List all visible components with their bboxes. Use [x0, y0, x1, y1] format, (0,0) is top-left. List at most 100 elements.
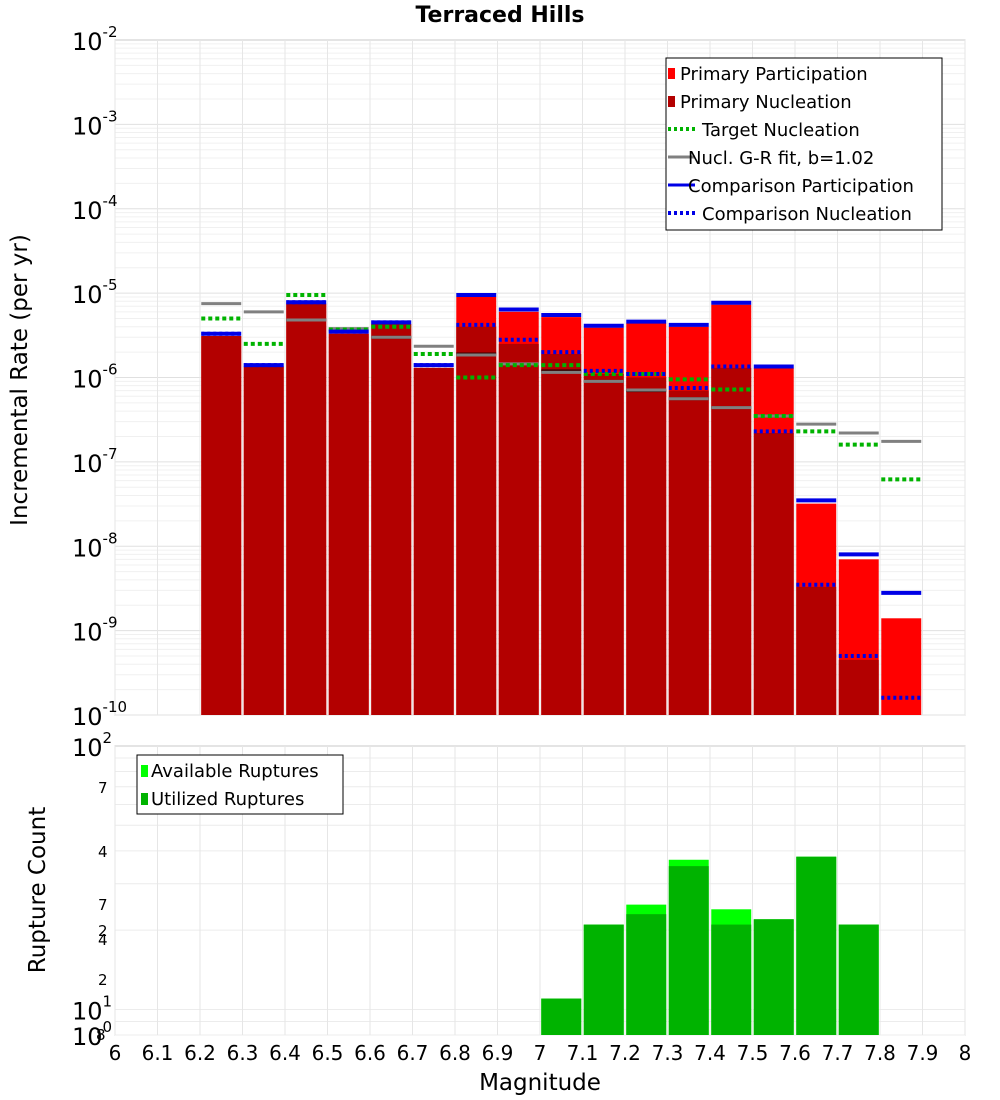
primary-nucleation-bar: [498, 343, 539, 715]
bottom-y-tick-label: 102: [72, 729, 112, 762]
legend-swatch: [141, 793, 148, 805]
bottom-bars: [541, 856, 879, 1035]
x-tick-label: 7.7: [822, 1041, 854, 1065]
x-tick-label: 6.9: [482, 1041, 514, 1065]
tick-exponent: -7: [103, 445, 118, 463]
bottom-y-minor-label: 2: [98, 922, 108, 940]
legend-label: Primary Participation: [680, 64, 868, 85]
bottom-legend: Available Ruptures Utilized Ruptures: [136, 754, 344, 815]
bottom-y-minor-label: 8: [96, 1026, 106, 1044]
x-tick-label: 7.1: [567, 1041, 599, 1065]
tick-base: 10: [72, 28, 103, 56]
tick-base: 10: [72, 997, 103, 1025]
primary-nucleation-bar: [286, 303, 327, 715]
primary-nucleation-bar: [456, 326, 497, 715]
utilized-ruptures-bar: [626, 914, 667, 1035]
tick-exponent: 0: [103, 1018, 113, 1036]
top-y-tick-label: 10-7: [72, 445, 118, 478]
utilized-ruptures-bar: [583, 924, 624, 1035]
bottom-y-minor-label: 2: [98, 971, 108, 989]
tick-base: 10: [72, 450, 103, 478]
x-tick-label: 6: [109, 1041, 122, 1065]
utilized-ruptures-bar: [796, 856, 837, 1035]
bottom-y-minor-label: 7: [98, 896, 108, 914]
primary-nucleation-bar: [371, 324, 412, 715]
top-y-tick-label: 10-4: [72, 192, 118, 225]
top-legend-box: [665, 57, 943, 231]
tick-exponent: -8: [103, 529, 118, 547]
legend-label: Target Nucleation: [701, 120, 860, 141]
chart-title: Terraced Hills: [415, 3, 584, 28]
x-tick-label: 7.9: [907, 1041, 939, 1065]
top-y-tick-label: 10-3: [72, 107, 118, 140]
legend-swatch: [668, 96, 675, 107]
bottom-y-minor-label: 4: [98, 931, 108, 949]
primary-nucleation-bar: [838, 659, 879, 715]
legend-label: Nucl. G-R fit, b=1.02: [688, 148, 874, 169]
primary-nucleation-bar: [201, 336, 242, 715]
legend-label: Comparison Nucleation: [702, 204, 912, 225]
primary-participation-bar: [881, 618, 922, 715]
tick-base: 10: [72, 197, 103, 225]
tick-base: 10: [72, 366, 103, 394]
x-tick-label: 7.8: [864, 1041, 896, 1065]
x-tick-label: 6.7: [397, 1041, 429, 1065]
tick-exponent: -6: [103, 361, 118, 379]
utilized-ruptures-bar: [711, 924, 752, 1035]
primary-nucleation-bar: [328, 333, 369, 715]
x-ticks: 6 6.1 6.2 6.3 6.4 6.5 6.6 6.7 6.8 6.9 7 7.1 7.2 7.3 7.…: [109, 1041, 972, 1065]
x-axis-label: Magnitude: [479, 1070, 601, 1096]
top-y-tick-label: 10-10: [72, 698, 127, 731]
x-tick-label: 7.3: [652, 1041, 684, 1065]
bottom-y-axis-label: Rupture Count: [25, 807, 51, 973]
tick-base: 10: [72, 703, 103, 731]
tick-base: 10: [72, 619, 103, 647]
tick-base: 10: [72, 1023, 103, 1051]
top-y-tick-label: 10-8: [72, 529, 118, 562]
tick-base: 10: [72, 112, 103, 140]
tick-exponent: -3: [103, 107, 118, 125]
top-y-tick-label: 10-9: [72, 614, 118, 647]
primary-nucleation-bar: [753, 432, 794, 715]
bottom-y-minor-label: 4: [98, 843, 108, 861]
utilized-ruptures-bar: [838, 924, 879, 1035]
bottom-legend-box: [136, 754, 344, 815]
x-tick-label: 6.1: [142, 1041, 174, 1065]
x-tick-label: 6.8: [439, 1041, 471, 1065]
top-y-axis-label: Incremental Rate (per yr): [7, 234, 33, 526]
x-tick-label: 6.3: [227, 1041, 259, 1065]
tick-exponent: 1: [103, 992, 113, 1010]
x-tick-label: 6.5: [312, 1041, 344, 1065]
primary-nucleation-bar: [711, 367, 752, 715]
bottom-y-tick-label: 100: [72, 1018, 112, 1051]
bottom-y-tick-label: 101: [72, 992, 112, 1025]
x-tick-label: 8: [959, 1041, 972, 1065]
x-tick-label: 6.4: [269, 1041, 301, 1065]
bottom-y-minor-label: 7: [98, 779, 108, 797]
x-tick-label: 6.6: [354, 1041, 386, 1065]
utilized-ruptures-bar: [668, 866, 709, 1035]
primary-nucleation-bar: [626, 377, 667, 715]
tick-exponent: -2: [103, 23, 118, 41]
top-lines: [201, 293, 922, 700]
x-tick-label: 7: [534, 1041, 547, 1065]
x-tick-label: 7.5: [737, 1041, 769, 1065]
utilized-ruptures-bar: [541, 998, 582, 1035]
primary-nucleation-bar: [413, 367, 454, 715]
primary-nucleation-bar: [668, 390, 709, 715]
legend-label: Primary Nucleation: [680, 92, 852, 113]
legend-label: Utilized Ruptures: [151, 789, 304, 810]
primary-nucleation-bar: [243, 366, 284, 715]
legend-label: Comparison Participation: [688, 176, 914, 197]
tick-exponent: -4: [103, 192, 118, 210]
tick-exponent: -9: [103, 614, 118, 632]
tick-exponent: -5: [103, 276, 118, 294]
x-tick-label: 6.2: [184, 1041, 216, 1065]
legend-swatch: [141, 765, 148, 777]
tick-base: 10: [72, 281, 103, 309]
utilized-ruptures-bar: [753, 919, 794, 1035]
tick-exponent: -10: [103, 698, 128, 716]
